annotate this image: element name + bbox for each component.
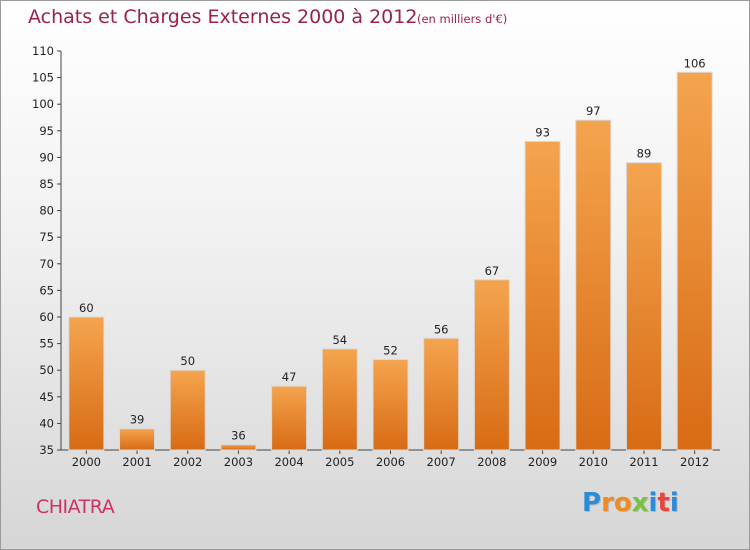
bars-group bbox=[68, 71, 713, 451]
y-tick-label: 65 bbox=[39, 283, 54, 297]
bar-2000 bbox=[68, 316, 105, 451]
value-label: 54 bbox=[332, 333, 347, 347]
x-tick-label: 2010 bbox=[579, 455, 608, 469]
x-tick-label: 2002 bbox=[173, 455, 202, 469]
value-label: 52 bbox=[383, 344, 398, 358]
value-label: 36 bbox=[231, 429, 246, 443]
town-name: CHIATRA bbox=[36, 496, 115, 518]
value-label: 93 bbox=[535, 125, 550, 139]
y-tick-label: 45 bbox=[39, 390, 54, 404]
y-tick-label: 95 bbox=[39, 124, 54, 138]
chart-subtitle: (en milliers d'€) bbox=[417, 12, 508, 26]
logo-letter: r bbox=[601, 488, 614, 518]
bar-2001 bbox=[119, 428, 156, 451]
logo-letter: i bbox=[669, 488, 679, 518]
y-tick-label: 100 bbox=[32, 97, 54, 111]
bar-2009 bbox=[524, 140, 561, 451]
y-tick-label: 105 bbox=[32, 71, 54, 85]
y-tick-label: 80 bbox=[39, 204, 54, 218]
bar-2006 bbox=[372, 359, 409, 451]
proxiti-logo: Proxiti bbox=[582, 488, 679, 522]
y-tick-label: 55 bbox=[39, 337, 54, 351]
value-label: 50 bbox=[180, 354, 195, 368]
x-tick-label: 2009 bbox=[528, 455, 557, 469]
chart-title: Achats et Charges Externes 2000 à 2012 bbox=[28, 6, 418, 28]
x-tick-label: 2003 bbox=[224, 455, 253, 469]
x-tick-label: 2006 bbox=[376, 455, 405, 469]
bar-2010 bbox=[575, 119, 612, 451]
logo-letter: t bbox=[657, 488, 670, 518]
bar-2007 bbox=[423, 337, 460, 451]
value-label: 39 bbox=[130, 413, 145, 427]
y-tick-label: 70 bbox=[39, 257, 54, 271]
bar-2011 bbox=[625, 162, 662, 451]
y-tick-label: 75 bbox=[39, 230, 54, 244]
value-label: 89 bbox=[637, 147, 652, 161]
bar-2005 bbox=[321, 348, 358, 451]
logo-letter: x bbox=[631, 488, 649, 518]
x-tick-label: 2012 bbox=[680, 455, 709, 469]
x-tick-label: 2007 bbox=[427, 455, 456, 469]
logo-letter: P bbox=[582, 488, 602, 518]
bar-2004 bbox=[271, 385, 308, 451]
y-tick-label: 50 bbox=[39, 363, 54, 377]
x-tick-label: 2004 bbox=[274, 455, 303, 469]
y-tick-label: 40 bbox=[39, 416, 54, 430]
y-tick-label: 35 bbox=[39, 443, 54, 457]
y-tick-label: 85 bbox=[39, 177, 54, 191]
bar-2002 bbox=[169, 369, 206, 451]
axes: 35 40 45 50 55 60 65 70 75 80 85 90 95 100 105 110 2000 2… bbox=[32, 44, 720, 469]
x-tick-label: 2000 bbox=[72, 455, 101, 469]
value-label: 67 bbox=[485, 264, 500, 278]
value-label: 47 bbox=[282, 370, 297, 384]
bar-2003 bbox=[220, 444, 257, 451]
x-tick-label: 2008 bbox=[477, 455, 506, 469]
y-tick-label: 60 bbox=[39, 310, 54, 324]
logo-letter: o bbox=[613, 488, 632, 518]
value-label: 60 bbox=[79, 301, 94, 315]
value-label: 56 bbox=[434, 322, 449, 336]
x-tick-label: 2005 bbox=[325, 455, 354, 469]
logo-letter: i bbox=[648, 488, 658, 518]
x-tick-label: 2011 bbox=[629, 455, 658, 469]
y-tick-label: 110 bbox=[32, 44, 54, 58]
value-labels-group: 60 39 50 36 47 54 52 56 67 93 97 89 106 bbox=[79, 56, 706, 442]
y-tick-label: 90 bbox=[39, 150, 54, 164]
x-tick-label: 2001 bbox=[122, 455, 151, 469]
value-label: 97 bbox=[586, 104, 601, 118]
bar-2012 bbox=[676, 71, 713, 451]
bar-2008 bbox=[473, 279, 510, 451]
value-label: 106 bbox=[684, 56, 706, 70]
